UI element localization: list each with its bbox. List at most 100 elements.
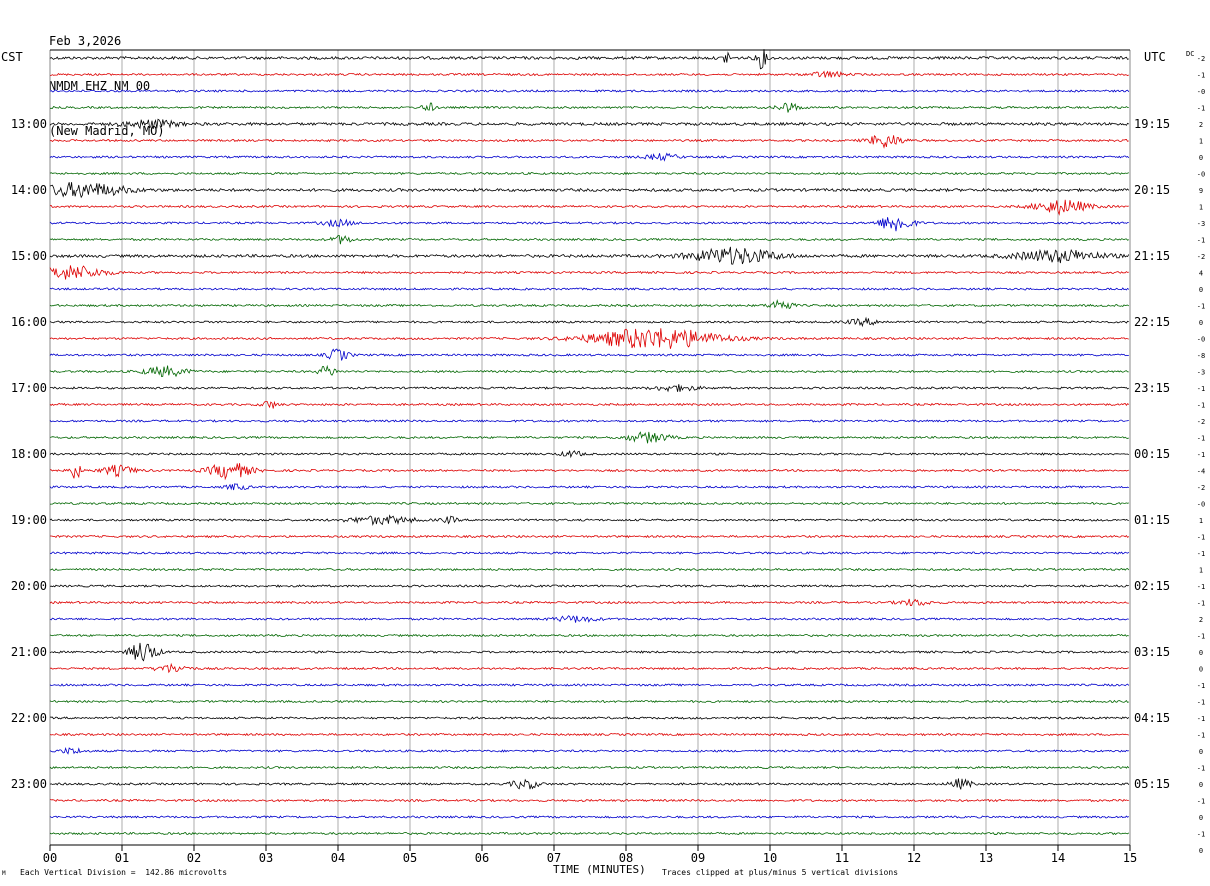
dc-offset-label: 2 (1199, 121, 1203, 129)
dc-offset-label: -1 (1197, 732, 1205, 740)
right-time-label: 01:15 (1134, 513, 1170, 527)
dc-offset-label: 1 (1199, 138, 1203, 146)
seismic-trace (49, 217, 1129, 232)
x-tick-label: 15 (1123, 851, 1137, 865)
right-time-label: 00:15 (1134, 447, 1170, 461)
dc-offset-label: -1 (1197, 451, 1205, 459)
right-time-label: 03:15 (1134, 645, 1170, 659)
clip-note: Traces clipped at plus/minus 5 vertical … (662, 868, 899, 877)
seismic-trace (49, 716, 1130, 720)
seismic-trace (50, 70, 1129, 78)
x-axis-title: TIME (MINUTES) (553, 863, 646, 876)
dc-offset-label: -1 (1197, 105, 1205, 113)
x-tick-label: 05 (403, 851, 417, 865)
seismic-trace (49, 765, 1130, 770)
dc-offset-label: 1 (1199, 567, 1203, 575)
seismic-trace (49, 431, 1129, 444)
dc-offset-label: 4 (1199, 270, 1203, 278)
grid-lines (49, 49, 1131, 846)
seismic-trace (50, 102, 1129, 113)
dc-offset-label: -2 (1197, 484, 1205, 492)
dc-offset-label: -1 (1197, 765, 1205, 773)
left-time-label: 23:00 (11, 777, 47, 791)
dc-offset-label: 0 (1199, 781, 1203, 789)
left-time-label: 22:00 (11, 711, 47, 725)
dc-offset-header: DC (1186, 50, 1195, 58)
left-time-label: 15:00 (11, 249, 47, 263)
x-tick-label: 06 (475, 851, 489, 865)
dc-offset-label: 0 (1199, 666, 1203, 674)
dc-offset-label: -1 (1197, 633, 1205, 641)
seismic-trace (49, 778, 1130, 790)
x-tick-label: 13 (979, 851, 993, 865)
dc-offset-label: -1 (1197, 237, 1205, 245)
dc-offset-label: -0 (1197, 501, 1205, 509)
seismic-trace (49, 364, 1129, 378)
seismic-trace (49, 298, 1130, 310)
dc-offset-label: 2 (1199, 616, 1203, 624)
dc-offset-label: -1 (1197, 831, 1205, 839)
dc-offset-label: -1 (1197, 699, 1205, 707)
dc-offset-label: -2 (1197, 55, 1205, 63)
vertical-division-note: Each Vertical Division = 142.86 microvol… (20, 868, 228, 877)
right-time-label: 02:15 (1134, 579, 1170, 593)
right-time-label: 20:15 (1134, 183, 1170, 197)
seismic-trace (49, 699, 1129, 704)
seismic-trace (49, 49, 1129, 70)
seismic-trace (49, 450, 1130, 459)
x-tick-label: 01 (115, 851, 129, 865)
left-time-label: 18:00 (11, 447, 47, 461)
seismic-trace (49, 483, 1129, 491)
seismic-trace (49, 633, 1129, 638)
right-time-label: 23:15 (1134, 381, 1170, 395)
seismic-trace (49, 419, 1129, 423)
seismic-trace (49, 171, 1129, 176)
dc-offset-label: 0 (1199, 847, 1203, 855)
x-tick-label: 10 (763, 851, 777, 865)
dc-offset-label: -1 (1197, 798, 1205, 806)
x-tick-label: 09 (691, 851, 705, 865)
left-time-label: 16:00 (11, 315, 47, 329)
seismic-trace (49, 246, 1130, 265)
left-time-label: 13:00 (11, 117, 47, 131)
x-tick-label: 04 (331, 851, 345, 865)
dc-offset-label: -1 (1197, 385, 1205, 393)
dc-offset-label: -1 (1197, 303, 1205, 311)
dc-offset-label: -1 (1197, 682, 1205, 690)
right-time-label: 22:15 (1134, 315, 1170, 329)
dc-offset-label: -1 (1197, 715, 1205, 723)
dc-offset-label: -2 (1197, 418, 1205, 426)
right-time-label: 19:15 (1134, 117, 1170, 131)
right-time-label: 21:15 (1134, 249, 1170, 263)
dc-offset-label: -3 (1197, 220, 1205, 228)
right-time-label: 04:15 (1134, 711, 1170, 725)
dc-offset-label: -1 (1197, 534, 1205, 542)
seismic-trace (49, 400, 1130, 409)
seismic-trace (49, 199, 1129, 216)
dc-offset-label: -8 (1197, 352, 1205, 360)
dc-offset-label: -0 (1197, 336, 1205, 344)
dc-offset-label: 0 (1199, 286, 1203, 294)
seismic-trace (49, 642, 1129, 662)
right-timezone-label: UTC (1144, 50, 1166, 64)
seismic-trace (49, 265, 1129, 280)
date-label: Feb 3,2026 (49, 34, 122, 48)
x-tick-label: 14 (1051, 851, 1065, 865)
seismic-trace (49, 831, 1130, 836)
seismic-trace (49, 815, 1130, 819)
dc-offset-label: 9 (1199, 187, 1203, 195)
seismic-trace (49, 89, 1130, 93)
x-tick-label: 11 (835, 851, 849, 865)
seismic-trace (49, 234, 1129, 245)
dc-offset-label: -1 (1197, 72, 1205, 80)
dc-offset-label: 0 (1199, 748, 1203, 756)
seismic-trace (49, 118, 1130, 130)
left-timezone-label: CST (1, 50, 23, 64)
seismic-trace (50, 384, 1130, 393)
seismic-trace (49, 501, 1129, 506)
seismic-trace (49, 463, 1129, 481)
dc-offset-label: -3 (1197, 369, 1205, 377)
left-time-label: 17:00 (11, 381, 47, 395)
seismic-trace (49, 598, 1129, 606)
